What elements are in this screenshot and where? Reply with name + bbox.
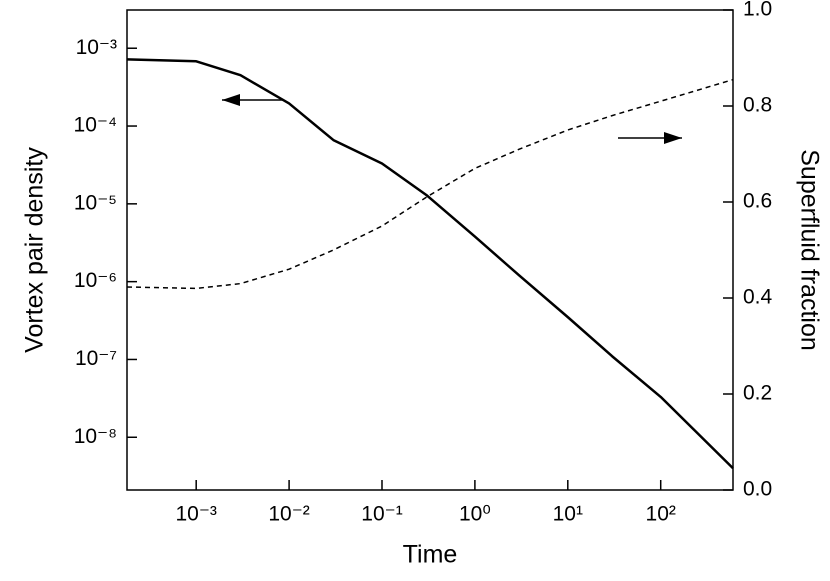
x-axis-title: Time: [403, 541, 458, 569]
y2-tick-label: 0.2: [743, 382, 772, 405]
plot-frame: [126, 9, 734, 491]
data-line: [126, 78, 734, 290]
y-tick-label: 10⁻⁷: [75, 347, 117, 370]
x-tick-label: 10⁰: [459, 503, 491, 526]
y-tick-label: 10⁻³: [76, 36, 117, 59]
y2-tick-label: 0.6: [743, 190, 772, 213]
y2-tick-label: 1.0: [743, 0, 772, 21]
x-tick-label: 10⁻²: [268, 503, 309, 526]
y2-tick-label: 0.0: [743, 478, 772, 501]
y2-tick-label: 0.8: [743, 94, 772, 117]
y-tick-label: 10⁻⁶: [74, 269, 117, 292]
x-tick-label: 10⁻³: [175, 503, 216, 526]
y-axis-title: Vortex pair density: [21, 147, 49, 353]
y2-axis-title: Superfluid fraction: [795, 149, 823, 351]
y-tick-label: 10⁻⁵: [74, 191, 117, 214]
y-tick-label: 10⁻⁸: [74, 425, 117, 448]
data-line: [126, 58, 734, 470]
x-tick-label: 10¹: [553, 503, 583, 526]
x-tick-label: 10⁻¹: [361, 503, 402, 526]
y2-tick-label: 0.4: [743, 286, 773, 309]
y-tick-label: 10⁻⁴: [74, 114, 117, 137]
x-tick-label: 10²: [646, 503, 676, 526]
